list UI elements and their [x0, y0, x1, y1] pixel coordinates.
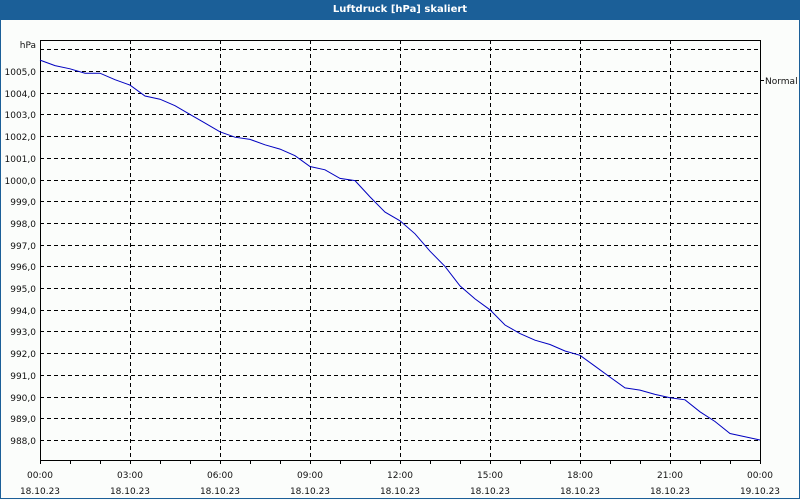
y-tick-label: 997,0 [10, 242, 36, 252]
y-tick-label: 993,0 [10, 328, 36, 338]
x-tick-time: 21:00 [657, 471, 683, 481]
x-tick-time: 18:00 [567, 471, 593, 481]
x-tick-time: 00:00 [747, 471, 773, 481]
x-tick-date: 18.10.23 [200, 487, 240, 497]
y-tick-label: 990,0 [10, 394, 36, 404]
pressure-line-series [39, 59, 761, 441]
x-tick-time: 12:00 [387, 471, 413, 481]
x-tick-date: 18.10.23 [560, 487, 600, 497]
y-tick-label: 995,0 [10, 285, 36, 295]
y-tick-label: 991,0 [10, 372, 36, 382]
y-tick-label: 994,0 [10, 307, 36, 317]
y-tick-label: 998,0 [10, 220, 36, 230]
x-tick-date: 18.10.23 [110, 487, 150, 497]
y-tick-label: 1005,0 [5, 68, 37, 78]
x-tick-time: 06:00 [207, 471, 233, 481]
y-tick-label: 999,0 [10, 198, 36, 208]
y-tick-label: 1000,0 [5, 177, 37, 187]
y-tick-label: 1003,0 [5, 111, 37, 121]
legend-entry-normal: Normal [765, 77, 798, 87]
x-tick-time: 09:00 [297, 471, 323, 481]
x-tick-time: 03:00 [117, 471, 143, 481]
x-tick-time: 15:00 [477, 471, 503, 481]
y-tick-label: 1004,0 [5, 90, 37, 100]
y-axis-ticks: 1005,0 1004,0 1003,0 1002,0 1001,0 1000,0 999,… [5, 68, 37, 447]
x-tick-date: 18.10.23 [380, 487, 420, 497]
y-tick-label: 1001,0 [5, 155, 37, 165]
x-tick-date: 18.10.23 [20, 487, 60, 497]
x-axis-ticks: 00:00 18.10.23 03:00 18.10.23 06:00 18.10.23 0… [20, 460, 780, 497]
x-tick-time: 00:00 [27, 471, 53, 481]
y-tick-label: 996,0 [10, 263, 36, 273]
y-tick-label: 1002,0 [5, 133, 37, 143]
y-tick-label: 989,0 [10, 415, 36, 425]
x-tick-date: 18.10.23 [470, 487, 510, 497]
chart-title: Luftdruck [hPa] skaliert [0, 0, 800, 20]
y-axis-unit-label: hPa [20, 41, 36, 51]
y-tick-label: 992,0 [10, 350, 36, 360]
grid-lines [40, 40, 760, 460]
x-tick-date: 18.10.23 [290, 487, 330, 497]
x-tick-date: 19.10.23 [740, 487, 780, 497]
x-tick-date: 18.10.23 [650, 487, 690, 497]
y-tick-label: 988,0 [10, 437, 36, 447]
